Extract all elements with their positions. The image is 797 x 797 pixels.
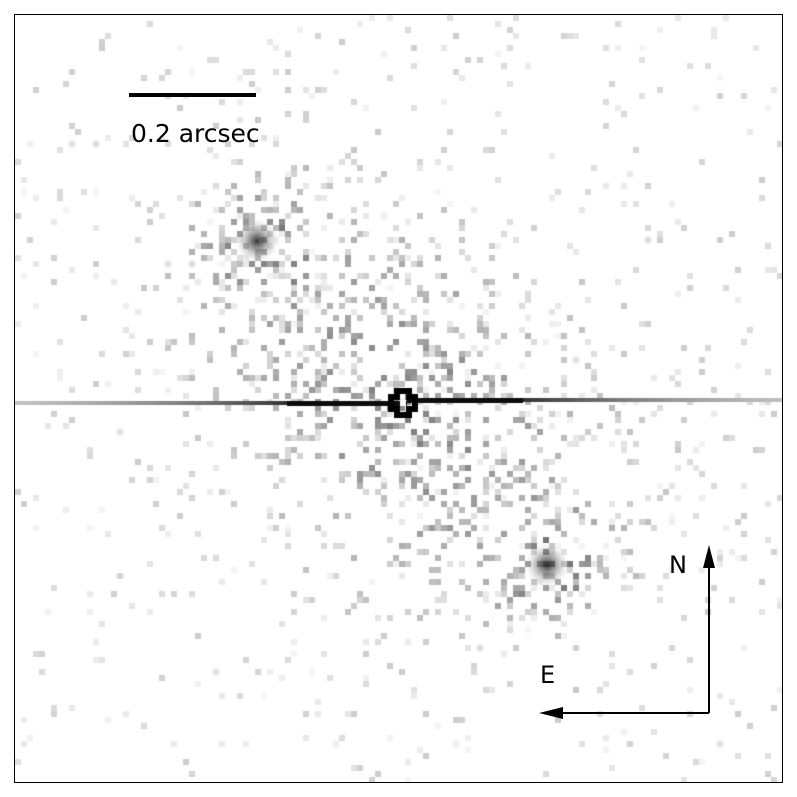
compass-east-label: E — [540, 661, 556, 689]
east-arrowhead-icon — [539, 707, 563, 719]
image-frame: 0.2 arcsec N E — [14, 14, 783, 783]
compass-north-label: N — [669, 551, 687, 579]
scale-bar-label: 0.2 arcsec — [131, 119, 260, 148]
north-arrowhead-icon — [703, 545, 715, 568]
annotation-overlay — [129, 93, 715, 719]
astronomical-image — [15, 15, 782, 782]
